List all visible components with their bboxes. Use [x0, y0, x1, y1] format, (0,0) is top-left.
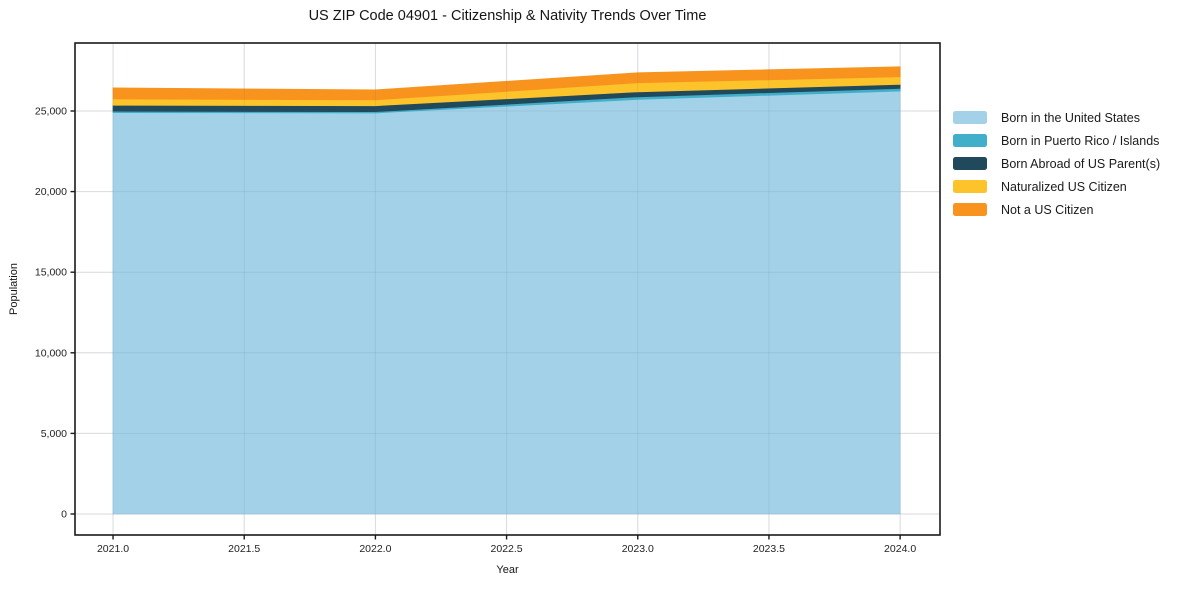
x-tick-label: 2023.0	[622, 543, 654, 555]
legend-row-4: Not a US Citizen	[953, 198, 1160, 221]
y-tick-label: 25,000	[35, 105, 67, 117]
chart-legend: Born in the United States Born in Puerto …	[953, 106, 1160, 221]
x-axis-label: Year	[496, 564, 519, 576]
legend-row-2: Born Abroad of US Parent(s)	[953, 152, 1160, 175]
legend-swatch-icon	[953, 111, 987, 124]
legend-swatch-icon	[953, 134, 987, 147]
legend-label: Not a US Citizen	[1001, 202, 1094, 217]
y-tick-label: 10,000	[35, 347, 67, 359]
y-tick-label: 20,000	[35, 186, 67, 198]
x-tick-label: 2024.0	[884, 543, 916, 555]
y-tick-label: 0	[61, 508, 67, 520]
plot-border	[74, 42, 941, 536]
chart-title: US ZIP Code 04901 - Citizenship & Nativi…	[308, 8, 707, 24]
legend-label: Born in the United States	[1001, 110, 1140, 125]
x-tick-label: 2021.5	[228, 543, 260, 555]
x-tick-label: 2023.5	[753, 543, 785, 555]
legend-swatch-icon	[953, 203, 987, 216]
legend-label: Born in Puerto Rico / Islands	[1001, 133, 1160, 148]
x-tick-label: 2021.0	[97, 543, 129, 555]
x-tick-label: 2022.0	[359, 543, 391, 555]
y-tick-label: 15,000	[35, 267, 67, 279]
area-series-4	[112, 66, 901, 101]
legend-row-3: Naturalized US Citizen	[953, 175, 1160, 198]
y-tick-label: 5,000	[41, 428, 67, 440]
legend-row-1: Born in Puerto Rico / Islands	[953, 129, 1160, 152]
legend-label: Naturalized US Citizen	[1001, 179, 1127, 194]
x-tick-label: 2022.5	[491, 543, 523, 555]
legend-swatch-icon	[953, 180, 987, 193]
legend-label: Born Abroad of US Parent(s)	[1001, 156, 1161, 171]
legend-swatch-icon	[953, 157, 987, 170]
legend-row-0: Born in the United States	[953, 106, 1160, 129]
